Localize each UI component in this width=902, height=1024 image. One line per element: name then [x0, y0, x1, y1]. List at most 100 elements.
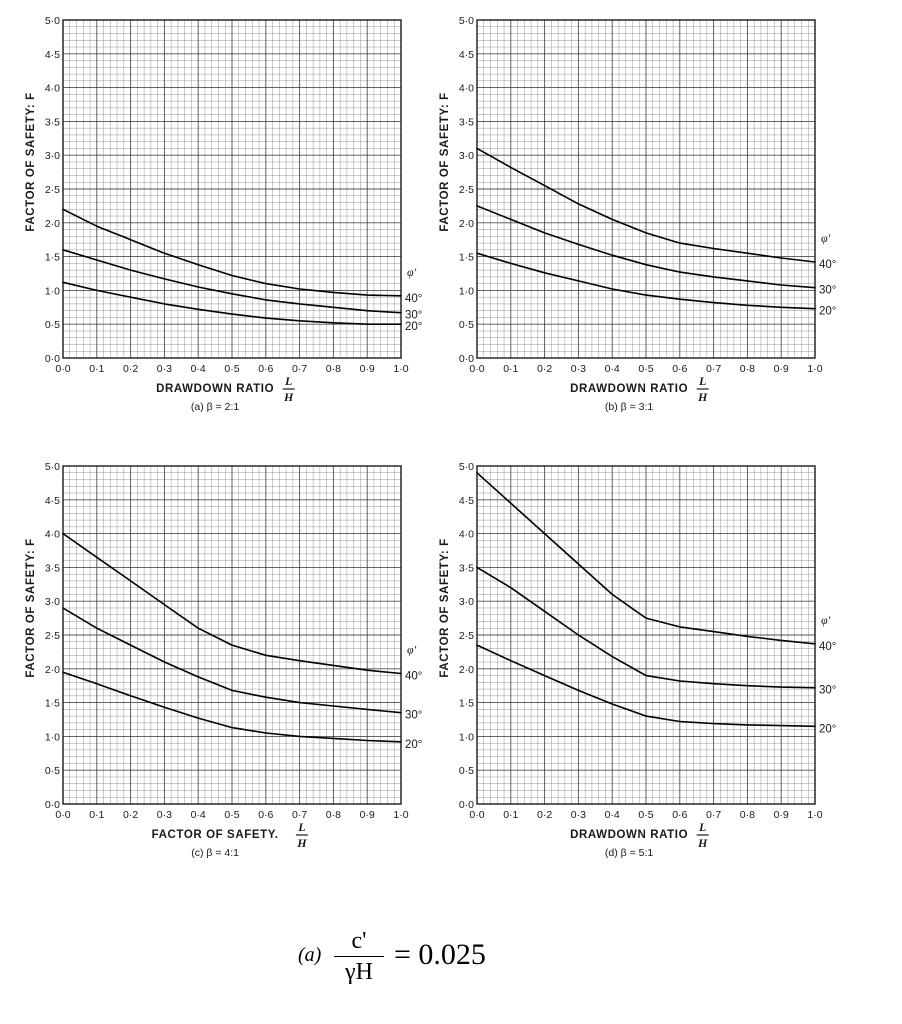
y-tick-label: 5·0 — [45, 15, 60, 27]
x-tick-label: 0·8 — [740, 809, 755, 821]
y-tick-label: 2·0 — [459, 664, 474, 676]
x-tick-label: 0·4 — [605, 363, 620, 375]
grid — [62, 19, 402, 359]
x-tick-label: 0·4 — [191, 363, 206, 375]
x-tick-label: 1·0 — [393, 363, 408, 375]
y-tick-label: 3·5 — [459, 562, 474, 574]
y-tick-label: 1·0 — [459, 285, 474, 297]
x-tick-label: 0·2 — [123, 363, 138, 375]
x-axis-fraction-denominator: H — [283, 390, 294, 404]
series-line — [476, 471, 816, 645]
plot-frame — [62, 19, 402, 359]
x-axis-fraction-numerator: L — [698, 820, 706, 834]
x-tick-label: 0·3 — [571, 809, 586, 821]
x-tick-label: 0·7 — [292, 809, 307, 821]
series-label: 20° — [819, 723, 836, 735]
y-tick-label: 5·0 — [45, 461, 60, 473]
series-line — [476, 566, 816, 689]
x-tick-label: 0·0 — [469, 809, 484, 821]
legend-title: φ' — [407, 643, 417, 657]
y-tick-label: 4·0 — [459, 83, 474, 95]
series-line — [62, 607, 402, 714]
x-tick-label: 0·7 — [292, 363, 307, 375]
series-label: 40° — [405, 293, 422, 305]
y-tick-label: 2·0 — [45, 218, 60, 230]
x-tick-label: 0·6 — [258, 363, 273, 375]
legend-title: φ' — [821, 613, 831, 627]
y-tick-label: 2·0 — [459, 218, 474, 230]
x-axis-label: DRAWDOWN RATIO — [156, 383, 274, 395]
chart-caption: (b) β = 3:1 — [605, 401, 654, 413]
x-axis-fraction-numerator: L — [284, 374, 292, 388]
fraction-bar — [334, 956, 384, 957]
y-tick-label: 3·5 — [459, 116, 474, 128]
x-axis-fraction-numerator: L — [297, 820, 305, 834]
y-tick-label: 3·0 — [45, 150, 60, 162]
x-tick-label: 0·7 — [706, 363, 721, 375]
x-axis-fraction-numerator: L — [698, 374, 706, 388]
x-tick-label: 0·3 — [571, 363, 586, 375]
y-tick-label: 3·0 — [459, 596, 474, 608]
y-tick-label: 3·0 — [459, 150, 474, 162]
y-axis-label: FACTOR OF SAFETY: F — [25, 92, 37, 231]
series-label: 40° — [405, 671, 422, 683]
x-tick-label: 0·6 — [258, 809, 273, 821]
y-tick-label: 4·0 — [45, 83, 60, 95]
y-tick-label: 2·0 — [45, 664, 60, 676]
x-axis-fraction-denominator: H — [697, 390, 708, 404]
grid — [62, 465, 402, 805]
x-tick-label: 0·0 — [55, 363, 70, 375]
x-tick-label: 0·6 — [672, 363, 687, 375]
x-tick-label: 0·9 — [360, 809, 375, 821]
x-axis-label: DRAWDOWN RATIO — [570, 829, 688, 841]
y-tick-label: 0·0 — [459, 799, 474, 811]
series-label: 30° — [819, 685, 836, 697]
series-label: 20° — [405, 739, 422, 751]
series-line — [62, 281, 402, 326]
y-axis-label: FACTOR OF SAFETY: F — [439, 92, 451, 231]
chart-caption: (a) β = 2:1 — [191, 401, 240, 413]
x-tick-label: 0·9 — [360, 363, 375, 375]
x-tick-label: 0·1 — [89, 809, 104, 821]
y-tick-label: 1·5 — [459, 698, 474, 710]
x-tick-label: 0·2 — [537, 809, 552, 821]
legend-title: φ' — [407, 265, 417, 279]
series-line — [62, 671, 402, 743]
y-tick-label: 0·0 — [45, 353, 60, 365]
y-tick-label: 1·5 — [45, 698, 60, 710]
chart-panel: 0·0 0·1 0·2 0·3 0·4 0·5 0·6 0·7 0·8 0·9 1·0 0·5 1·0 1… — [25, 461, 422, 859]
y-tick-label: 0·5 — [459, 765, 474, 777]
plot-frame — [476, 465, 816, 805]
y-tick-label: 4·0 — [459, 529, 474, 541]
plot-frame — [476, 19, 816, 359]
grid — [476, 465, 816, 805]
x-tick-label: 0·1 — [503, 363, 518, 375]
chart-panel: 0·0 0·1 0·2 0·3 0·4 0·5 0·6 0·7 0·8 0·9 1·0 0·5 1·0 1… — [25, 15, 422, 413]
charts-canvas: 0·0 0·1 0·2 0·3 0·4 0·5 0·6 0·7 0·8 0·9 1·0 0·5 1·0 1… — [25, 15, 836, 859]
y-tick-label: 0·5 — [459, 319, 474, 331]
x-tick-label: 0·9 — [774, 809, 789, 821]
x-tick-label: 0·9 — [774, 363, 789, 375]
series-label: 20° — [819, 306, 836, 318]
x-tick-label: 0·4 — [605, 809, 620, 821]
x-tick-label: 0·2 — [123, 809, 138, 821]
series-line — [62, 532, 402, 675]
y-tick-label: 4·5 — [459, 495, 474, 507]
y-axis-label: FACTOR OF SAFETY: F — [439, 538, 451, 677]
plot-frame — [62, 465, 402, 805]
y-tick-label: 5·0 — [459, 461, 474, 473]
x-tick-label: 0·0 — [55, 809, 70, 821]
series-line — [476, 644, 816, 728]
x-tick-label: 0·5 — [638, 363, 653, 375]
x-axis-label: DRAWDOWN RATIO — [570, 383, 688, 395]
series-label: 20° — [405, 321, 422, 333]
y-tick-label: 2·5 — [459, 184, 474, 196]
y-tick-label: 3·5 — [45, 116, 60, 128]
x-tick-label: 0·7 — [706, 809, 721, 821]
y-tick-label: 0·0 — [459, 353, 474, 365]
x-tick-label: 0·5 — [638, 809, 653, 821]
x-tick-label: 0·5 — [224, 809, 239, 821]
y-tick-label: 1·0 — [45, 285, 60, 297]
y-tick-label: 4·5 — [45, 495, 60, 507]
x-tick-label: 0·2 — [537, 363, 552, 375]
